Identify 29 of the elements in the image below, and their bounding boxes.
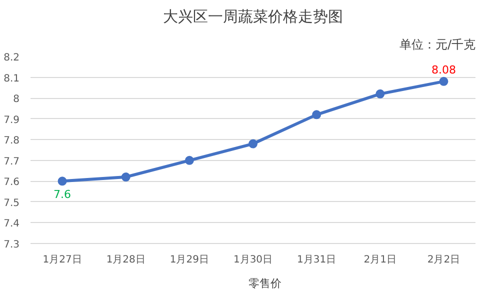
y-tick-label: 8 bbox=[13, 94, 20, 106]
point bbox=[439, 76, 448, 86]
y-tick-label: 7.8 bbox=[4, 136, 20, 147]
y-tick-label: 7.7 bbox=[4, 156, 20, 168]
x-tick-label: 2月1日 bbox=[364, 254, 397, 266]
y-tick-label: 8.1 bbox=[4, 73, 20, 84]
x-tick-label: 1月31日 bbox=[297, 254, 336, 266]
point bbox=[121, 172, 130, 182]
data-label: 8.08 bbox=[431, 63, 456, 76]
point bbox=[376, 89, 385, 98]
y-tick-label: 7.9 bbox=[4, 114, 20, 126]
point bbox=[184, 156, 194, 165]
text: 零售价 bbox=[248, 276, 282, 290]
x-tick-label: 2月2日 bbox=[427, 254, 460, 266]
point bbox=[312, 110, 322, 120]
y-tick-label: 7.3 bbox=[4, 240, 20, 250]
point bbox=[58, 176, 67, 186]
y-tick-label: 7.6 bbox=[4, 177, 20, 188]
x-tick-label: 1月29日 bbox=[170, 254, 209, 266]
y-tick-label: 7.4 bbox=[4, 218, 20, 230]
x-tick-label: 1月30日 bbox=[233, 254, 273, 266]
y-tick-label: 8.2 bbox=[4, 52, 20, 64]
chart-title: 大兴区一周蔬菜价格走势图 bbox=[163, 8, 343, 26]
x-tick-label: 1月28日 bbox=[106, 254, 146, 266]
text: 单位：元/千克 bbox=[399, 38, 476, 52]
data-label: 7.6 bbox=[54, 188, 72, 202]
x-tick-label: 1月27日 bbox=[42, 254, 82, 266]
y-tick-label: 7.5 bbox=[4, 198, 20, 209]
point bbox=[248, 139, 258, 148]
